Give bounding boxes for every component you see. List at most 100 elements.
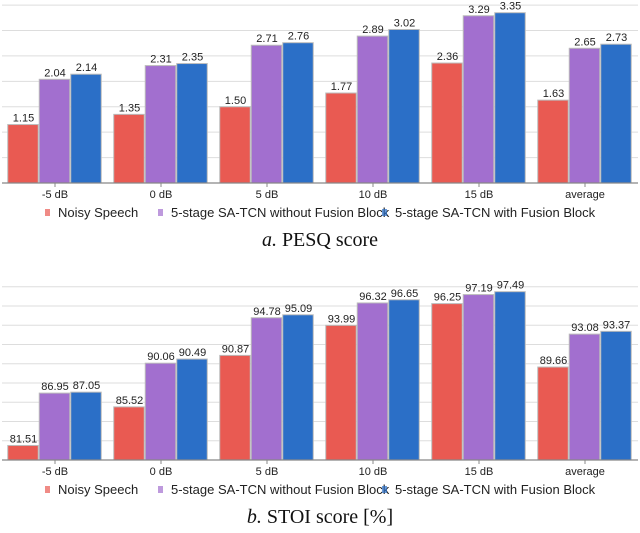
data-label: 1.77	[331, 81, 352, 93]
data-label: 93.99	[328, 313, 356, 325]
data-label: 95.09	[285, 303, 313, 315]
data-label: 94.78	[253, 306, 281, 318]
x-tick-label: 5 dB	[256, 189, 279, 201]
data-label: 2.35	[182, 52, 203, 64]
legend-label: 5-stage SA-TCN with Fusion Block	[395, 482, 596, 497]
x-tick-label: 10 dB	[359, 466, 388, 478]
data-label: 2.76	[288, 31, 309, 43]
bar	[388, 28, 420, 184]
legend-swatch	[45, 486, 50, 493]
bar	[70, 391, 102, 461]
x-tick-label: 0 dB	[150, 466, 173, 478]
data-label: 96.32	[359, 291, 387, 303]
data-label: 2.04	[44, 67, 65, 79]
caption-text: PESQ score	[281, 229, 379, 251]
data-label: 3.35	[500, 1, 521, 13]
bar	[600, 43, 632, 184]
bar	[144, 362, 177, 461]
data-label: 2.31	[150, 54, 171, 66]
bar	[113, 406, 145, 461]
bar	[38, 78, 71, 184]
data-label: 96.25	[434, 292, 462, 304]
data-label: 2.14	[76, 62, 97, 74]
x-tick-label: 0 dB	[150, 189, 173, 201]
bar	[144, 65, 177, 184]
data-label: 1.50	[225, 95, 246, 107]
x-tick-label: average	[565, 189, 605, 201]
x-tick-label: -5 dB	[42, 189, 68, 201]
bar	[494, 12, 526, 184]
data-label: 93.37	[603, 319, 631, 331]
caption-letter: a.	[261, 229, 277, 251]
data-label: 97.19	[465, 283, 493, 295]
data-label: 2.36	[437, 51, 458, 63]
data-label: 90.49	[179, 347, 207, 359]
data-label: 90.06	[147, 351, 175, 363]
bar	[568, 47, 601, 184]
bar	[356, 35, 389, 184]
bar	[176, 358, 208, 461]
bar	[537, 99, 569, 184]
bar	[325, 92, 357, 184]
x-tick-label: 15 dB	[465, 189, 494, 201]
x-tick-label: 10 dB	[359, 189, 388, 201]
bar	[462, 294, 495, 461]
legend-label: 5-stage SA-TCN with Fusion Block	[395, 205, 596, 220]
bar	[431, 303, 463, 461]
legend-label: Noisy Speech	[58, 205, 138, 220]
data-label: 85.52	[116, 395, 144, 407]
data-label: 2.71	[256, 33, 277, 45]
bar	[282, 42, 314, 184]
bar	[250, 317, 283, 461]
data-label: 2.73	[606, 32, 627, 44]
legend-swatch	[158, 209, 163, 216]
data-label: 96.65	[391, 288, 419, 300]
caption-letter: b.	[246, 506, 262, 528]
bar	[219, 354, 251, 461]
bar	[7, 444, 39, 461]
legend-swatch	[382, 209, 387, 216]
bar	[494, 291, 526, 461]
data-label: 86.95	[41, 381, 69, 393]
data-label: 1.63	[543, 88, 564, 100]
bar	[537, 366, 569, 461]
bar	[113, 113, 145, 184]
legend-label: 5-stage SA-TCN without Fusion Block	[171, 482, 390, 497]
bar	[70, 73, 102, 184]
pesq-chart: 1.15 2.04 2.14 -5 dB 1.35 2.31 2.35 0 dB 1.50 2.7…	[2, 1, 638, 220]
bar	[176, 63, 208, 184]
data-label: 3.02	[394, 17, 415, 29]
legend-label: 5-stage SA-TCN without Fusion Block	[171, 205, 390, 220]
caption-text: STOI score [%]	[266, 506, 394, 528]
bar	[219, 106, 251, 184]
data-label: 81.51	[10, 433, 38, 445]
bar	[282, 314, 314, 461]
x-tick-label: 15 dB	[465, 466, 494, 478]
bar	[431, 62, 463, 184]
data-label: 97.49	[497, 280, 525, 292]
bar	[250, 44, 283, 184]
data-label: 87.05	[73, 380, 101, 392]
data-label: 90.87	[222, 343, 250, 355]
bar	[388, 299, 420, 461]
data-label: 1.15	[13, 113, 34, 125]
data-label: 89.66	[540, 355, 568, 367]
stoi-caption: b. STOI score [%]	[0, 506, 640, 529]
x-tick-label: average	[565, 466, 605, 478]
bar	[600, 330, 632, 461]
x-tick-label: -5 dB	[42, 466, 68, 478]
data-label: 3.29	[468, 4, 489, 16]
legend-swatch	[45, 209, 50, 216]
x-tick-label: 5 dB	[256, 466, 279, 478]
legend-swatch	[382, 486, 387, 493]
bar	[325, 324, 357, 461]
legend-swatch	[158, 486, 163, 493]
bar	[462, 15, 495, 184]
bar	[568, 333, 601, 461]
bar	[356, 302, 389, 461]
legend-label: Noisy Speech	[58, 482, 138, 497]
pesq-caption: a. PESQ score	[0, 229, 640, 252]
data-label: 2.65	[574, 36, 595, 48]
stoi-chart: 81.51 86.95 87.05 -5 dB 85.52 90.06 90.49 0 dB 9…	[2, 280, 638, 497]
data-label: 2.89	[362, 24, 383, 36]
